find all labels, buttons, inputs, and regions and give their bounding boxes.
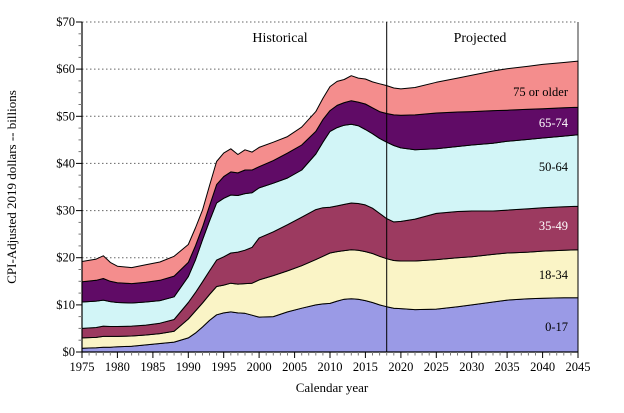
svg-text:$0: $0 <box>63 345 76 359</box>
svg-text:1985: 1985 <box>140 360 165 374</box>
svg-text:$40: $40 <box>56 156 75 170</box>
svg-text:2020: 2020 <box>388 360 413 374</box>
band-label-18-34: 18-34 <box>538 268 568 282</box>
band-label-75-or-older: 75 or older <box>513 85 568 99</box>
x-ticks <box>81 352 579 358</box>
svg-text:1995: 1995 <box>211 360 236 374</box>
band-label-35-49: 35-49 <box>538 219 568 233</box>
y-ticks <box>76 21 82 353</box>
svg-text:2005: 2005 <box>282 360 307 374</box>
svg-text:$60: $60 <box>56 62 75 76</box>
y-tick-labels: $0 $10 $20 $30 $40 $50 $60 $70 <box>56 15 75 359</box>
band-label-50-64: 50-64 <box>538 160 568 174</box>
svg-text:$70: $70 <box>56 15 75 29</box>
stacked-areas <box>81 60 579 353</box>
svg-text:2040: 2040 <box>530 360 555 374</box>
svg-text:2015: 2015 <box>353 360 378 374</box>
x-tick-labels: 1975 1980 1985 1990 1995 2000 2005 2010 2015 2020… <box>70 360 591 374</box>
svg-text:2025: 2025 <box>424 360 449 374</box>
projected-region-label: Projected <box>453 31 507 46</box>
svg-text:$20: $20 <box>56 251 75 265</box>
svg-text:2035: 2035 <box>495 360 520 374</box>
band-label-0-17: 0-17 <box>545 320 568 334</box>
svg-text:1975: 1975 <box>70 360 95 374</box>
svg-text:$30: $30 <box>56 204 75 218</box>
svg-text:1990: 1990 <box>176 360 201 374</box>
band-label-65-74: 65-74 <box>538 116 568 130</box>
y-axis-title: CPI-Adjusted 2019 dollars -- billions <box>4 90 19 284</box>
historical-region-label: Historical <box>252 31 308 46</box>
svg-text:2000: 2000 <box>247 360 272 374</box>
svg-text:$50: $50 <box>56 109 75 123</box>
svg-text:1980: 1980 <box>105 360 130 374</box>
svg-text:2045: 2045 <box>566 360 591 374</box>
svg-text:$10: $10 <box>56 298 75 312</box>
x-axis-title: Calendar year <box>295 380 369 395</box>
svg-text:2030: 2030 <box>459 360 484 374</box>
svg-text:2010: 2010 <box>318 360 343 374</box>
